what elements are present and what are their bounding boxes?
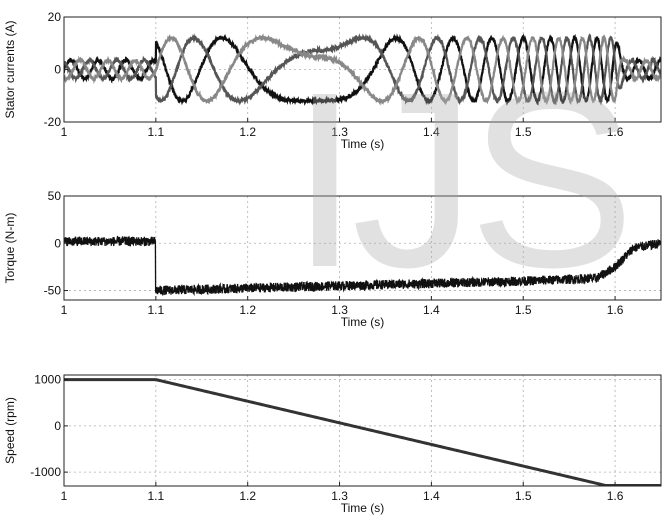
y-axis-label: Torque (N-m)	[3, 213, 17, 284]
y-tick-label: 20	[48, 10, 62, 24]
x-tick-label: 1.5	[515, 303, 532, 317]
y-axis-label: Stator currents (A)	[3, 20, 17, 118]
axes-box	[63, 16, 662, 123]
data-area	[64, 32, 661, 107]
x-tick-label: 1.1	[148, 303, 165, 317]
series-line-phase-1	[64, 33, 661, 107]
x-axis-label: Time (s)	[341, 137, 385, 151]
x-tick-label: 1.3	[331, 489, 348, 503]
x-tick-label: 1.4	[423, 489, 440, 503]
series-line-phase-2	[64, 32, 661, 106]
series-line-phase-3	[64, 33, 661, 106]
y-axis-label: Speed (rpm)	[3, 397, 17, 464]
x-tick-label: 1.3	[331, 125, 348, 139]
series-line	[64, 378, 661, 486]
x-tick-label: 1.6	[607, 303, 624, 317]
y-tick-label: -20	[44, 115, 62, 129]
chart-panel-3: 1 1.1 1.2 1.3 1.4 1.5 1.6 -1000 0 1000 Time (s) Spe…	[3, 373, 662, 515]
x-tick-label: 1.6	[607, 489, 624, 503]
x-tick-label: 1	[61, 489, 68, 503]
y-tick-label: 0	[54, 419, 61, 433]
x-tick-label: 1.4	[423, 125, 440, 139]
y-tick-label: 50	[48, 189, 62, 203]
x-tick-label: 1.5	[515, 489, 532, 503]
x-tick-label: 1.6	[607, 125, 624, 139]
x-tick-label: 1.2	[239, 489, 256, 503]
data-area	[64, 235, 661, 297]
x-tick-label: 1.1	[148, 489, 165, 503]
chart-panel-1: 1 1.1 1.2 1.3 1.4 1.5 1.6 -20 0 20 Time (s) Stator …	[3, 10, 662, 151]
axes-box	[63, 195, 662, 301]
x-tick-label: 1	[61, 303, 68, 317]
chart-panel-2: 1 1.1 1.2 1.3 1.4 1.5 1.6 -50 0 50 Time (s) Torque …	[3, 189, 662, 329]
x-tick-label: 1	[61, 125, 68, 139]
x-tick-label: 1.5	[515, 125, 532, 139]
y-tick-label: 0	[54, 63, 61, 77]
x-tick-label: 1.4	[423, 303, 440, 317]
series-line	[64, 235, 661, 297]
y-tick-label: 0	[54, 236, 61, 250]
x-tick-label: 1.2	[239, 125, 256, 139]
y-tick-label: -50	[44, 284, 62, 298]
axes-box	[63, 374, 662, 487]
x-tick-label: 1.3	[331, 303, 348, 317]
y-tick-label: -1000	[30, 465, 61, 479]
x-tick-label: 1.2	[239, 303, 256, 317]
data-area	[64, 378, 661, 486]
x-tick-label: 1.1	[148, 125, 165, 139]
x-axis-label: Time (s)	[341, 315, 385, 329]
x-axis-label: Time (s)	[341, 501, 385, 515]
y-tick-label: 1000	[34, 373, 61, 387]
